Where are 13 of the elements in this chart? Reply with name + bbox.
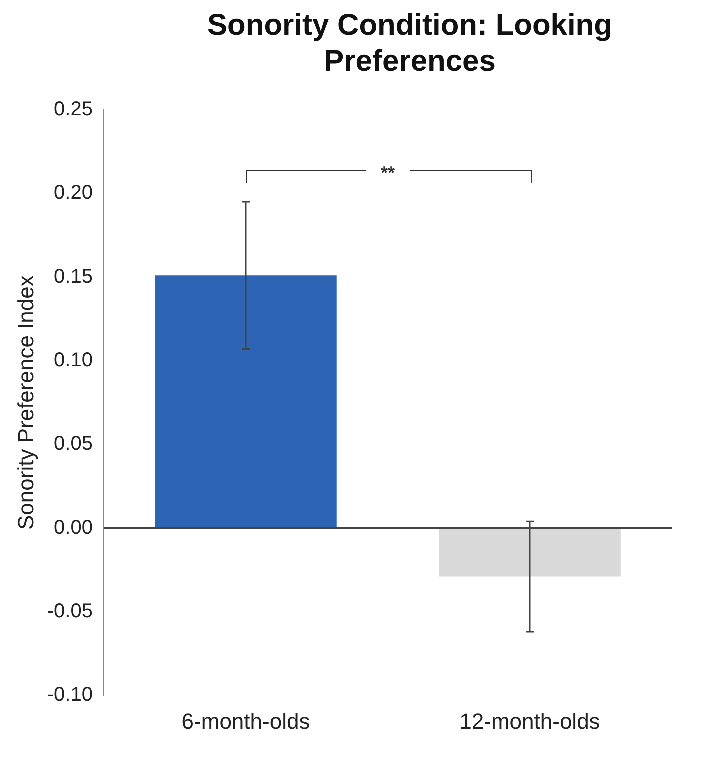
y-tick-label: 0.00 — [54, 516, 93, 539]
y-tick-label: 0.20 — [54, 182, 93, 204]
y-tick-label: -0.10 — [47, 684, 93, 706]
y-tick-label: 0.05 — [54, 433, 93, 456]
annotation: ** — [380, 162, 395, 183]
y-tick-label: -0.05 — [47, 600, 93, 622]
y-axis-title: Sonority Preference Index — [13, 276, 38, 530]
y-tick-label: 0.10 — [54, 349, 93, 372]
y-tick-label: 0.25 — [54, 98, 93, 121]
x-tick-label: 12-month-olds — [460, 708, 600, 734]
chart-title: Sonority Condition: Looking Preferences — [206, 8, 614, 80]
y-tick-label: 0.15 — [54, 266, 93, 288]
x-tick-label: 6-month-olds — [182, 708, 310, 734]
